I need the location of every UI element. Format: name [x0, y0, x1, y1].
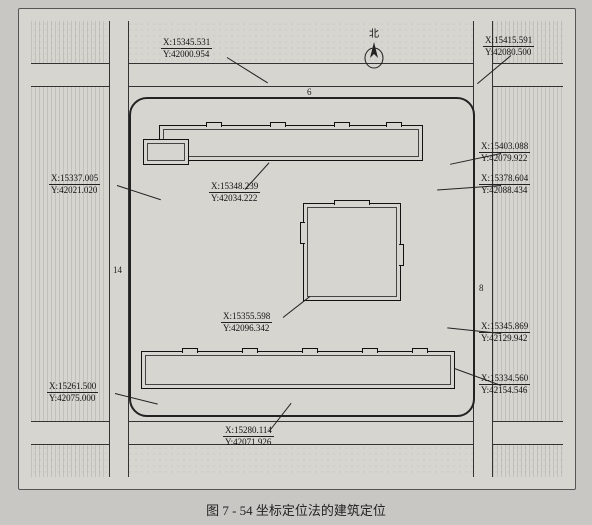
drawing-sheet: 6 14 8 北 — [18, 8, 576, 490]
coord-c10: X:15261.500Y:42075.000 — [47, 381, 98, 404]
road-left — [109, 21, 129, 477]
north-arrow: 北 — [361, 25, 387, 70]
north-label: 北 — [369, 29, 379, 40]
coord-c2: X:15415.591Y:42080.500 — [483, 35, 534, 58]
coord-c7: X:15337.005Y:42021.020 — [49, 173, 100, 196]
dim-right: 8 — [479, 283, 484, 293]
coord-c11: X:15280.114Y:42071.926 — [223, 425, 274, 448]
coord-c6: X:15334.560Y:42154.546 — [479, 373, 530, 396]
coord-c3: X:15403.088Y:42079.922 — [479, 141, 530, 164]
hatch-right — [493, 21, 563, 477]
dim-left: 14 — [113, 265, 122, 275]
dim-top: 6 — [307, 87, 312, 97]
road-right — [473, 21, 493, 477]
hatch-left — [31, 21, 107, 477]
figure-caption: 图 7 - 54 坐标定位法的建筑定位 — [0, 500, 592, 519]
building-center — [303, 203, 401, 301]
building-bottom-bar — [141, 351, 455, 389]
coord-c4: X:15378.604Y:42088.434 — [479, 173, 530, 196]
coord-c1: X:15345.531Y:42000.954 — [161, 37, 212, 60]
building-top-small — [143, 139, 189, 165]
building-top-bar — [159, 125, 423, 161]
drawing-area: 6 14 8 北 — [31, 21, 563, 477]
coord-c8: X:15348.239Y:42034.222 — [209, 181, 260, 204]
coord-c9: X:15355.598Y:42096.342 — [221, 311, 272, 334]
